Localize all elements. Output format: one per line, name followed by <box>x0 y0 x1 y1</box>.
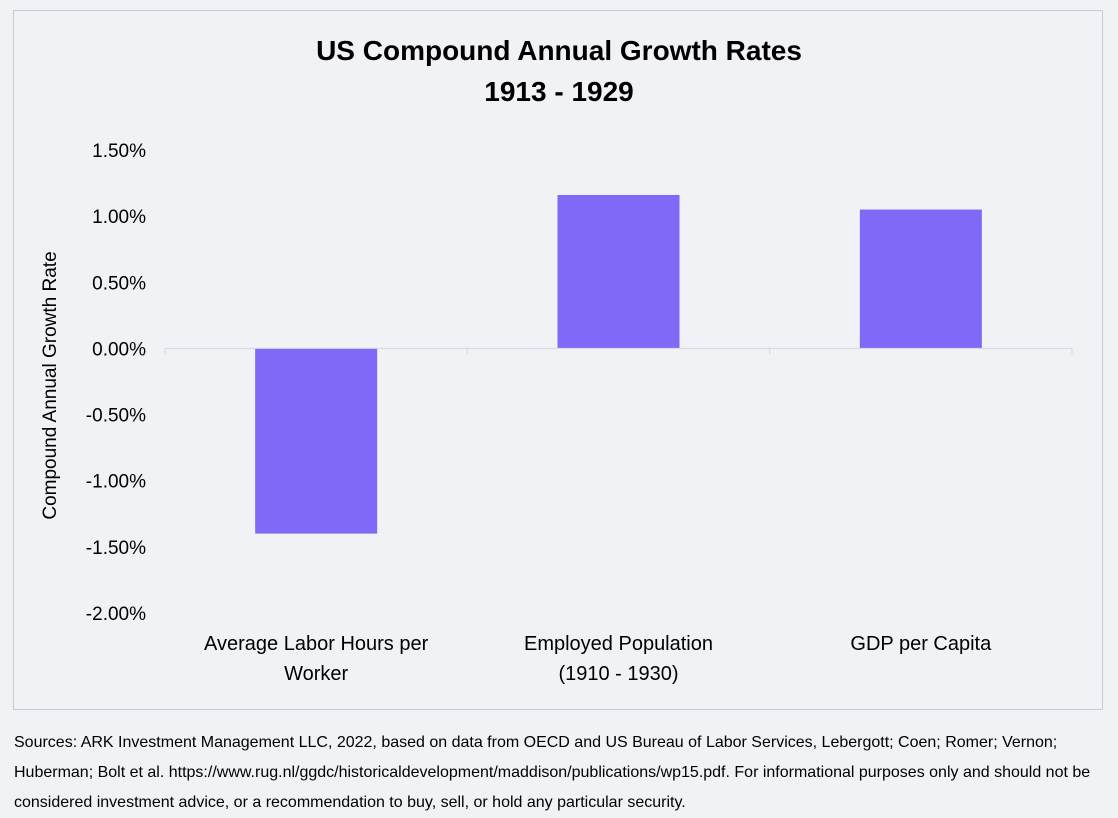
chart-title-block: US Compound Annual Growth Rates 1913 - 1… <box>0 30 1118 112</box>
chart-title: US Compound Annual Growth Rates <box>316 35 802 66</box>
bar <box>859 209 982 349</box>
x-category-label: Employed Population <box>524 633 713 655</box>
y-tick-label: -1.50% <box>86 538 146 559</box>
chart-frame <box>13 10 1103 710</box>
bar <box>255 348 378 534</box>
x-category-label: Average Labor Hours per <box>204 633 429 655</box>
y-tick-label: 1.00% <box>92 207 146 228</box>
y-tick-label: 0.50% <box>92 273 146 294</box>
y-axis-label: Compound Annual Growth Rate <box>40 251 61 519</box>
y-tick-label: -0.50% <box>86 406 146 427</box>
y-axis-ticks: 1.50% 1.00% 0.50% 0.00% -0.50% -1.00% -1.50% -2… <box>86 141 146 625</box>
source-note: Sources: ARK Investment Management LLC, … <box>14 734 1091 811</box>
bar <box>557 194 680 349</box>
x-category-label: GDP per Capita <box>850 633 992 655</box>
y-tick-label: -1.00% <box>86 472 146 493</box>
y-tick-label: 1.50% <box>92 141 146 162</box>
x-axis <box>164 347 1073 355</box>
y-tick-label: -2.00% <box>86 604 146 625</box>
y-tick-label: 0.00% <box>92 339 146 360</box>
x-category-label: (1910 - 1930) <box>558 663 678 685</box>
chart-subtitle: 1913 - 1929 <box>484 76 634 107</box>
x-axis-labels: Average Labor Hours per Worker Employed Po… <box>204 633 992 685</box>
bars <box>255 194 982 534</box>
x-category-label: Worker <box>284 663 348 685</box>
